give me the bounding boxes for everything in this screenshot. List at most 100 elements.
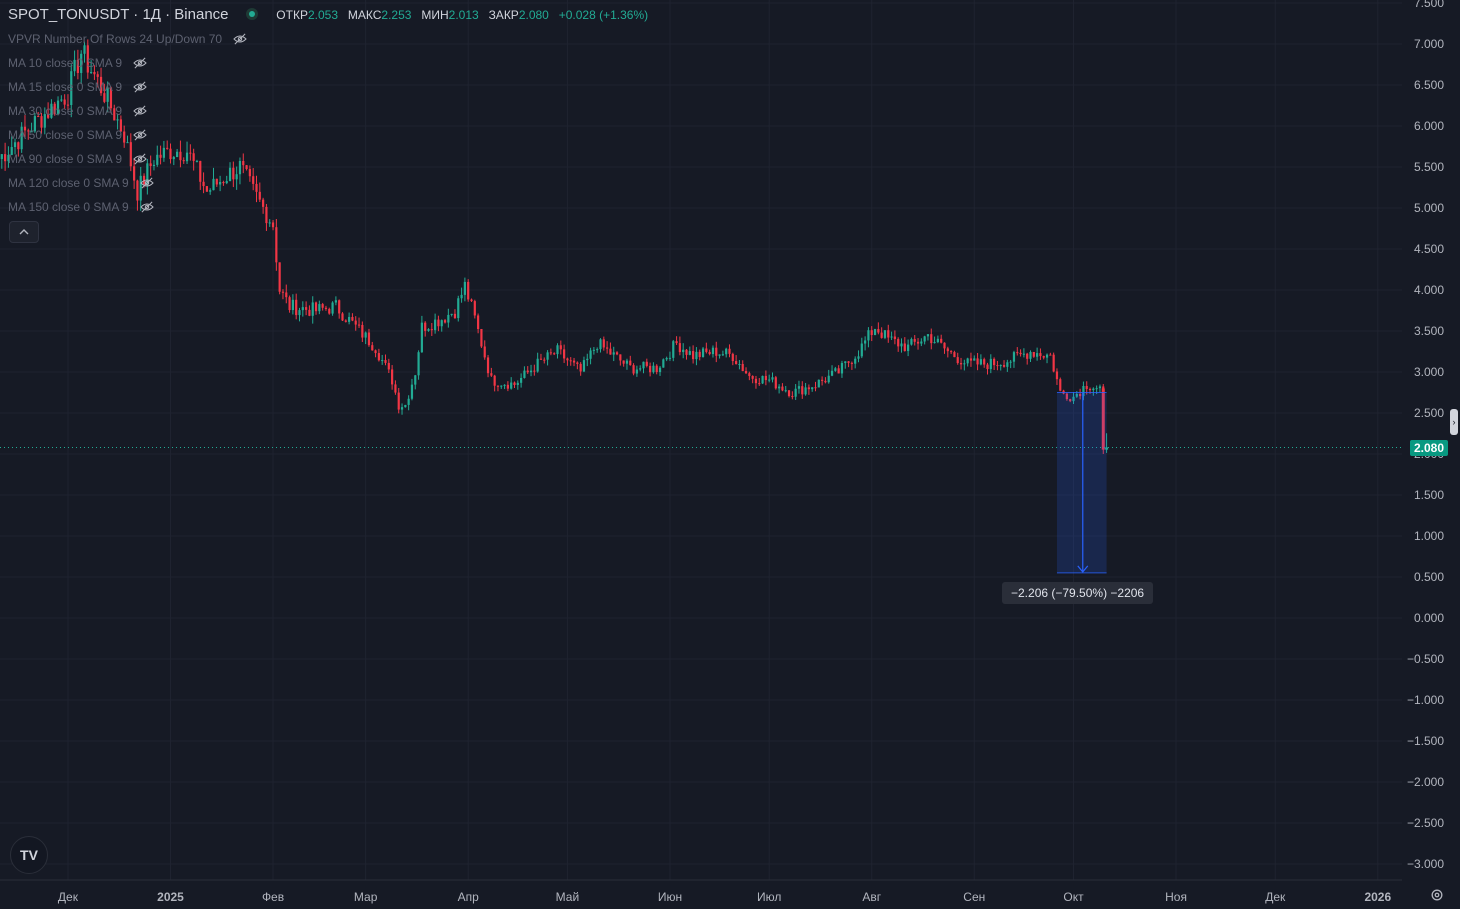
candle-body bbox=[308, 309, 311, 316]
change-value: +0.028 (+1.36%) bbox=[558, 8, 649, 22]
indicator-row[interactable]: VPVR Number Of Rows 24 Up/Down 70 bbox=[8, 32, 248, 46]
candle-body bbox=[275, 227, 278, 263]
candle-body bbox=[20, 126, 23, 150]
candle-body bbox=[920, 341, 923, 344]
candle-body bbox=[516, 382, 519, 386]
candle-body bbox=[377, 353, 380, 361]
collapse-legend-button[interactable] bbox=[9, 221, 39, 243]
candle-body bbox=[1032, 351, 1035, 357]
indicator-row[interactable]: MA 90 close 0 SMA 9 bbox=[8, 152, 148, 166]
candle-body bbox=[1029, 351, 1032, 359]
candle-body bbox=[99, 76, 103, 94]
symbol-label[interactable]: SPOT_TONUSDT · 1Д · Binance bbox=[8, 6, 229, 23]
candle-body bbox=[367, 332, 371, 346]
candle-body bbox=[103, 93, 106, 102]
candle-body bbox=[811, 387, 814, 390]
hidden-eye-icon[interactable] bbox=[132, 129, 148, 141]
hidden-eye-icon[interactable] bbox=[132, 57, 148, 69]
candle-body bbox=[834, 368, 837, 371]
hidden-eye-icon[interactable] bbox=[232, 33, 248, 45]
x-tick-label: Ноя bbox=[1165, 890, 1187, 904]
candle-body bbox=[13, 142, 17, 148]
candle-body bbox=[285, 292, 288, 298]
candle-body bbox=[480, 329, 483, 347]
indicator-row[interactable]: MA 150 close 0 SMA 9 bbox=[8, 200, 155, 214]
y-tick-label: 2.500 bbox=[1414, 406, 1444, 420]
candle-body bbox=[291, 299, 294, 311]
candle-body bbox=[926, 334, 930, 337]
x-tick-label: Июл bbox=[757, 890, 781, 904]
candle-body bbox=[529, 370, 533, 373]
candle-body bbox=[860, 343, 863, 357]
x-tick-label: Мар bbox=[354, 890, 378, 904]
price-scale-handle[interactable]: › bbox=[1450, 409, 1458, 435]
candle-body bbox=[176, 151, 179, 158]
candle-body bbox=[60, 99, 63, 101]
candle-body bbox=[576, 362, 579, 364]
candle-body bbox=[556, 345, 559, 355]
candle-body bbox=[361, 325, 364, 338]
candle-body bbox=[30, 131, 33, 133]
hidden-eye-icon[interactable] bbox=[139, 201, 155, 213]
x-tick-label: Дек bbox=[58, 890, 79, 904]
indicator-row[interactable]: MA 10 close 0 SMA 9 bbox=[8, 56, 148, 70]
candle-body bbox=[539, 358, 543, 360]
hidden-eye-icon[interactable] bbox=[139, 177, 155, 189]
candle-body bbox=[281, 291, 285, 293]
candle-body bbox=[460, 294, 463, 299]
candle-body bbox=[182, 160, 185, 162]
candle-body bbox=[744, 371, 748, 374]
candle-body bbox=[27, 130, 30, 132]
candle-body bbox=[857, 356, 860, 359]
hidden-eye-icon[interactable] bbox=[132, 105, 148, 117]
y-tick-label: −1.000 bbox=[1407, 693, 1444, 707]
candle-body bbox=[420, 322, 423, 353]
candles-group bbox=[0, 39, 1105, 449]
candle-body bbox=[804, 387, 807, 395]
hidden-eye-icon[interactable] bbox=[132, 153, 148, 165]
candle-body bbox=[1049, 354, 1052, 356]
candle-body bbox=[404, 404, 407, 408]
candle-body bbox=[903, 343, 906, 352]
candle-body bbox=[993, 358, 996, 366]
candle-body bbox=[824, 380, 827, 383]
candle-body bbox=[658, 367, 662, 373]
candle-body bbox=[262, 199, 265, 207]
current-price-tag: 2.080 bbox=[1409, 440, 1448, 456]
candle-body bbox=[331, 302, 334, 314]
candle-body bbox=[870, 330, 873, 336]
candle-body bbox=[592, 349, 595, 351]
candle-body bbox=[738, 363, 741, 365]
candle-body bbox=[374, 350, 377, 354]
candle-body bbox=[996, 365, 999, 367]
x-tick-label: 2026 bbox=[1364, 890, 1391, 904]
gear-icon[interactable] bbox=[1430, 888, 1444, 902]
hidden-eye-icon[interactable] bbox=[132, 81, 148, 93]
candle-body bbox=[682, 349, 685, 353]
x-tick-label: Июн bbox=[658, 890, 682, 904]
indicator-row[interactable]: MA 15 close 0 SMA 9 bbox=[8, 80, 148, 94]
candle-body bbox=[629, 360, 632, 366]
y-tick-label: 0.500 bbox=[1414, 570, 1444, 584]
candle-body bbox=[437, 319, 440, 327]
indicator-row[interactable]: MA 30 close 0 SMA 9 bbox=[8, 104, 148, 118]
candle-body bbox=[705, 348, 708, 352]
y-tick-label: 5.000 bbox=[1414, 201, 1444, 215]
candle-body bbox=[923, 336, 926, 342]
candle-body bbox=[192, 153, 195, 161]
candle-body bbox=[0, 154, 3, 160]
indicator-row[interactable]: MA 120 close 0 SMA 9 bbox=[8, 176, 155, 190]
y-tick-label: 3.000 bbox=[1414, 365, 1444, 379]
indicator-row[interactable]: MA 50 close 0 SMA 9 bbox=[8, 128, 148, 142]
candle-body bbox=[572, 360, 576, 363]
candle-body bbox=[943, 342, 946, 349]
candle-body bbox=[1069, 399, 1072, 402]
candle-body bbox=[116, 119, 119, 121]
candle-body bbox=[678, 343, 681, 353]
candle-body bbox=[142, 175, 146, 185]
candle-body bbox=[106, 87, 109, 102]
tradingview-logo[interactable]: TV bbox=[10, 836, 48, 874]
candle-body bbox=[778, 386, 781, 389]
candle-body bbox=[1101, 388, 1105, 450]
